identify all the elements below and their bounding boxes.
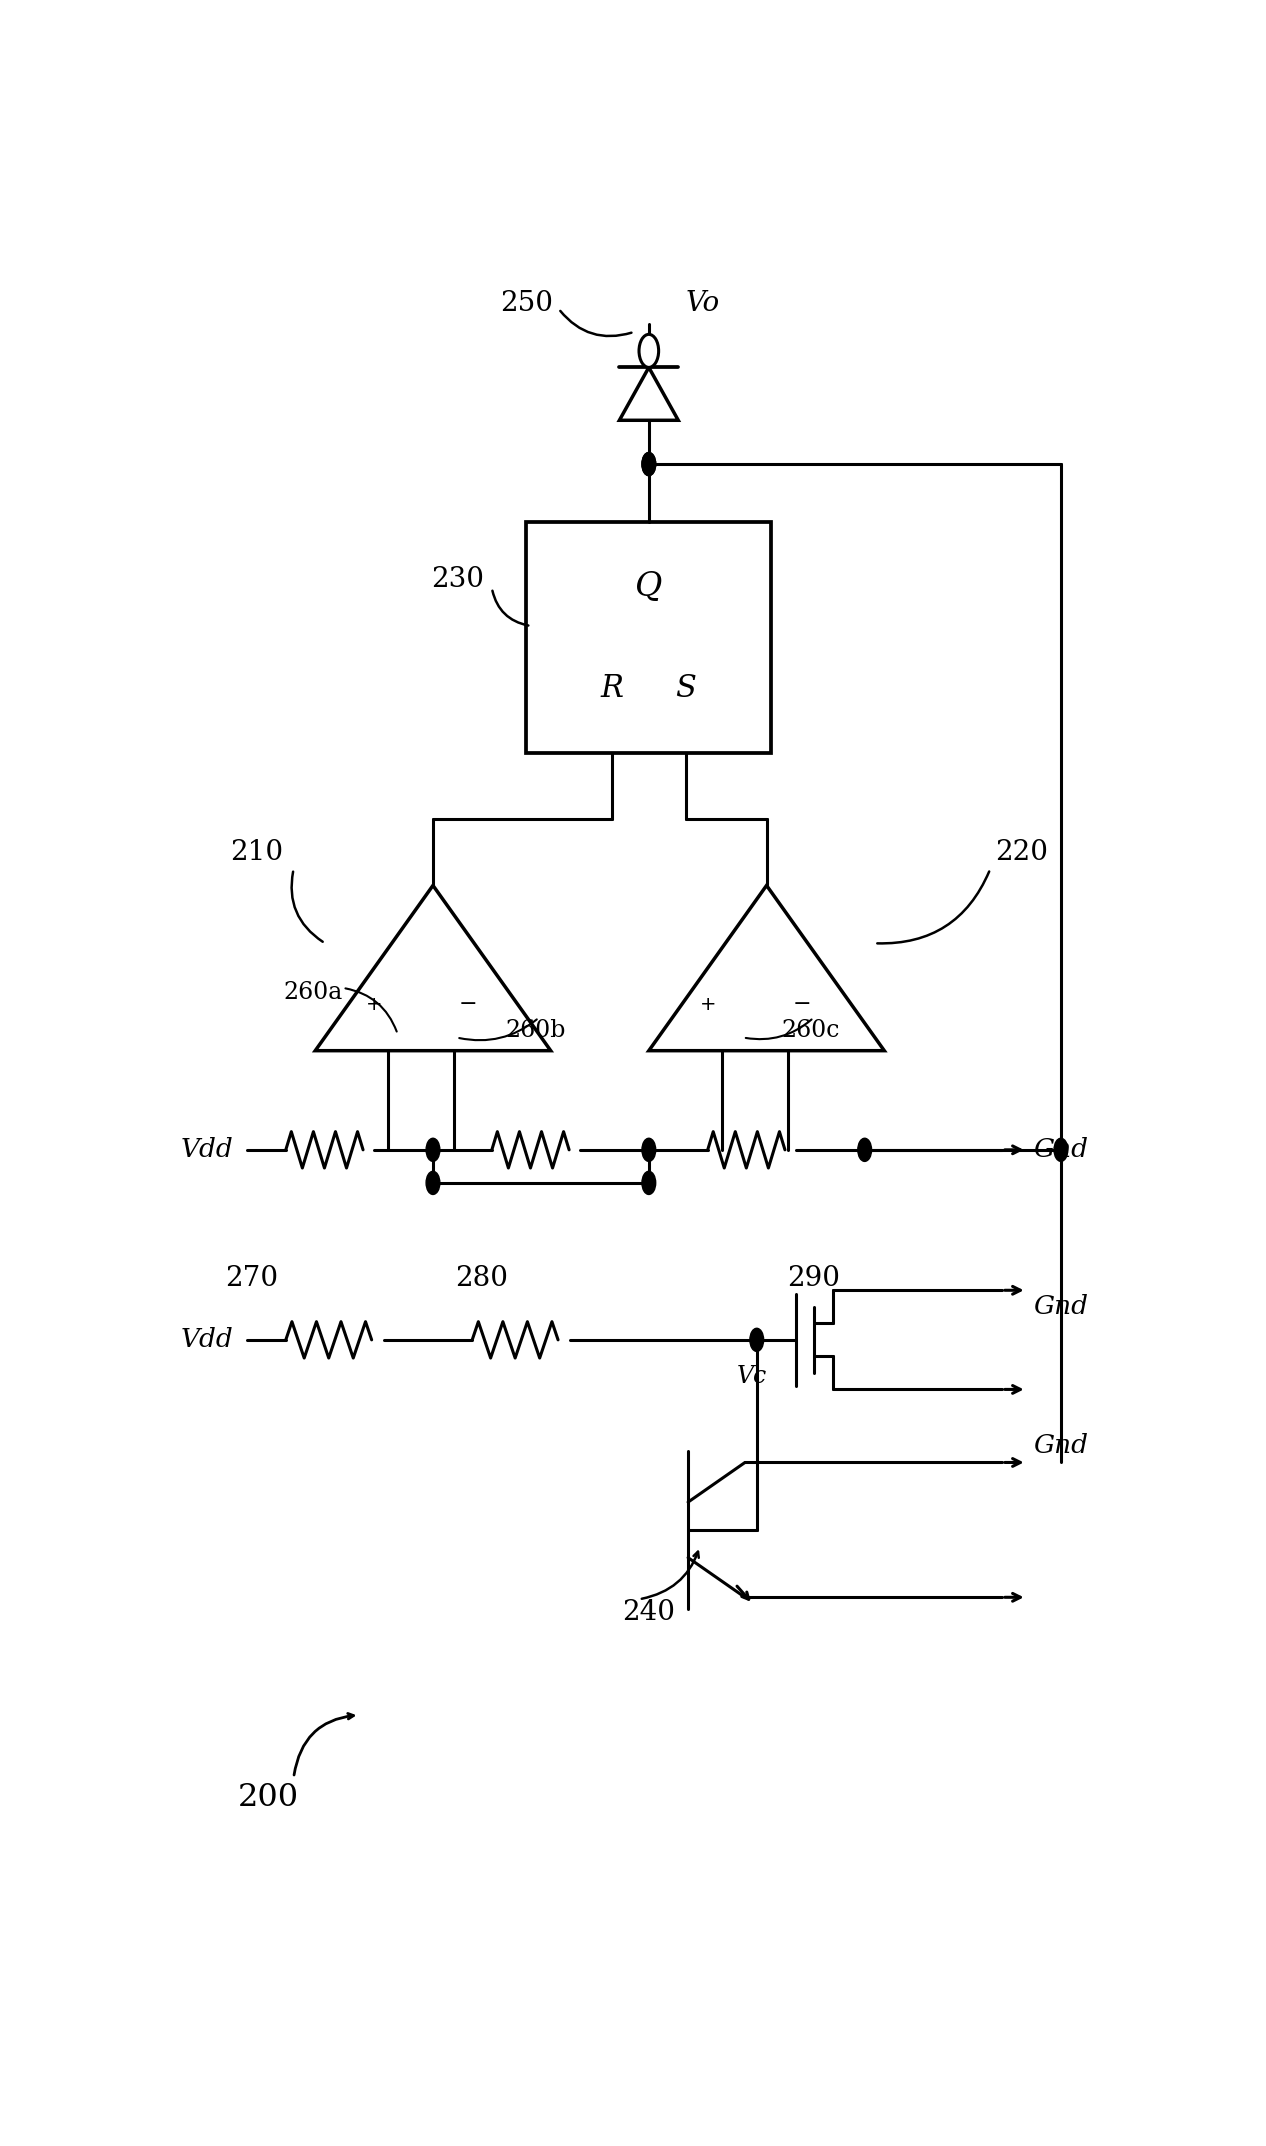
Circle shape — [642, 1137, 656, 1161]
Circle shape — [642, 453, 656, 476]
Text: Q: Q — [636, 571, 662, 603]
Text: 250: 250 — [500, 290, 553, 318]
Text: +: + — [366, 996, 382, 1013]
Text: 230: 230 — [430, 567, 484, 592]
Circle shape — [639, 335, 658, 367]
Text: 260c: 260c — [781, 1019, 839, 1043]
Text: 260b: 260b — [506, 1019, 566, 1043]
Circle shape — [642, 1172, 656, 1195]
Circle shape — [427, 1137, 439, 1161]
Text: −: − — [793, 994, 812, 1015]
Text: S: S — [675, 674, 696, 704]
Text: 240: 240 — [623, 1599, 675, 1627]
Text: 260a: 260a — [284, 981, 343, 1004]
Text: Vdd: Vdd — [181, 1137, 234, 1163]
Text: −: − — [460, 994, 477, 1015]
Circle shape — [858, 1137, 871, 1161]
Text: Vc: Vc — [737, 1365, 767, 1388]
Text: 290: 290 — [787, 1266, 841, 1292]
Text: 220: 220 — [995, 839, 1048, 865]
Circle shape — [642, 453, 656, 476]
Text: 210: 210 — [230, 839, 282, 865]
Circle shape — [427, 1172, 439, 1195]
Text: +: + — [699, 996, 717, 1013]
Text: R: R — [600, 674, 624, 704]
Circle shape — [1055, 1137, 1067, 1161]
Text: 270: 270 — [225, 1266, 279, 1292]
Text: Gnd: Gnd — [1033, 1294, 1089, 1320]
Circle shape — [749, 1328, 763, 1352]
Text: Gnd: Gnd — [1033, 1434, 1089, 1459]
Text: 280: 280 — [456, 1266, 509, 1292]
Text: 200: 200 — [238, 1781, 299, 1813]
Text: Vo: Vo — [686, 290, 720, 318]
Bar — [527, 521, 771, 753]
Text: Gnd: Gnd — [1033, 1137, 1089, 1163]
Text: Vdd: Vdd — [181, 1328, 234, 1352]
